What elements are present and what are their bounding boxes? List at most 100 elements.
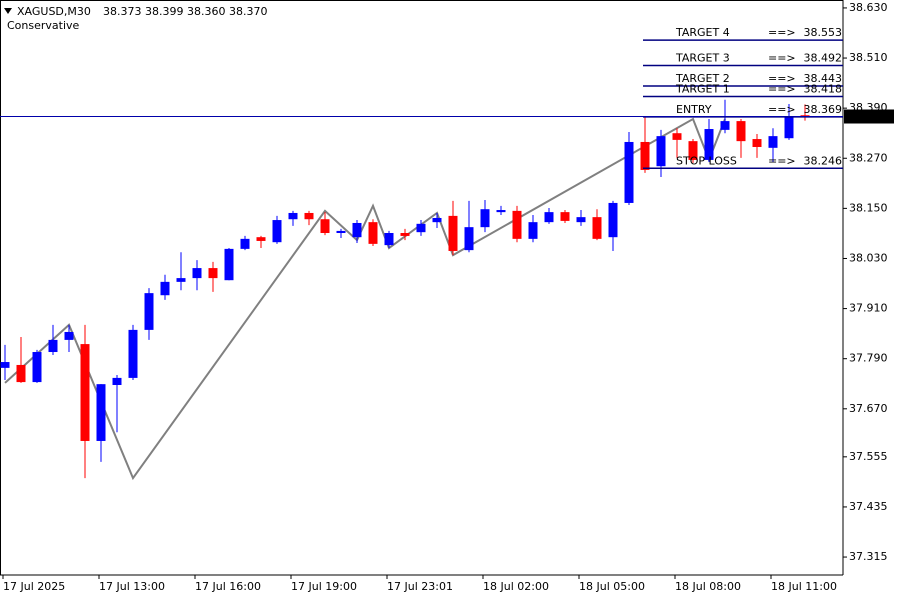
candle-body	[656, 136, 666, 167]
candle-body	[320, 219, 330, 234]
y-tick-label: 38.030	[849, 251, 888, 264]
candle-body	[240, 238, 250, 249]
candle-body	[288, 212, 298, 220]
level-name: TARGET 2	[675, 72, 730, 85]
low-label: 38.360	[187, 5, 226, 18]
candle-body	[576, 217, 586, 223]
candle-body	[784, 116, 794, 139]
candle-body	[480, 209, 490, 228]
candle-body	[560, 212, 570, 221]
candle-body	[48, 339, 58, 353]
candle-body	[128, 329, 138, 378]
candle-body	[336, 230, 346, 234]
candle-body	[752, 139, 762, 147]
candle-body	[0, 362, 10, 368]
candle-body	[272, 220, 282, 243]
x-tick-label: 18 Jul 05:00	[579, 580, 645, 593]
close-label: 38.370	[229, 5, 268, 18]
candle-body	[544, 212, 554, 223]
y-tick-label: 38.630	[849, 1, 888, 14]
high-label: 38.399	[145, 5, 184, 18]
candle-body	[256, 237, 266, 241]
candle-body	[384, 233, 394, 246]
y-tick-label: 37.670	[849, 402, 888, 415]
candle-body	[688, 141, 698, 160]
y-tick-label: 38.510	[849, 51, 888, 64]
candle-body	[608, 202, 618, 238]
y-tick-label: 37.790	[849, 352, 888, 365]
candle-body	[144, 293, 154, 330]
candle-body	[160, 281, 170, 296]
candle-body	[464, 227, 474, 251]
candle-body	[176, 278, 186, 282]
candle-body	[528, 222, 538, 239]
candle-body	[64, 331, 74, 340]
candle-body	[704, 129, 714, 160]
candle-body	[624, 141, 634, 203]
candle-body	[800, 115, 810, 117]
candle-body	[192, 268, 202, 279]
candle-body	[640, 141, 650, 170]
level-arrow: ==>	[768, 52, 796, 65]
y-tick-label: 37.555	[849, 450, 888, 463]
level-value: 38.553	[804, 26, 843, 39]
candle-body	[592, 217, 602, 239]
level-arrow: ==>	[768, 103, 796, 116]
candle-body	[208, 268, 218, 279]
symbol-menu-icon[interactable]	[4, 8, 12, 14]
x-tick-label: 17 Jul 13:00	[99, 580, 165, 593]
level-value: 38.492	[804, 52, 843, 65]
x-tick-label: 18 Jul 02:00	[483, 580, 549, 593]
candle-body	[736, 121, 746, 142]
x-tick-label: 17 Jul 2025	[3, 580, 65, 593]
level-arrow: ==>	[768, 154, 796, 167]
level-value: 38.418	[804, 82, 843, 95]
level-name: TARGET 4	[675, 26, 730, 39]
candle-body	[496, 210, 506, 213]
y-tick-label: 37.910	[849, 302, 888, 315]
level-name: ENTRY	[676, 103, 712, 116]
candle-body	[416, 223, 426, 233]
price-box	[844, 109, 894, 124]
open-label: 38.373	[103, 5, 142, 18]
candle-body	[112, 377, 122, 386]
candle-body	[512, 210, 522, 239]
indicator-name: Conservative	[7, 19, 80, 32]
candle-body	[448, 215, 458, 251]
candle-body	[224, 248, 234, 281]
y-tick-label: 38.270	[849, 151, 888, 164]
candle-body	[768, 136, 778, 148]
level-value: 38.246	[804, 154, 843, 167]
candle-body	[368, 222, 378, 244]
level-arrow: ==>	[768, 82, 796, 95]
y-tick-label: 37.315	[849, 550, 888, 563]
level-name: TARGET 3	[675, 52, 730, 65]
candle-body	[304, 212, 314, 220]
y-tick-label: 38.150	[849, 201, 888, 214]
candle-body	[96, 384, 106, 441]
level-value: 38.369	[804, 103, 843, 116]
zigzag-line	[4, 117, 726, 481]
y-tick-label: 37.435	[849, 500, 888, 513]
level-arrow: ==>	[768, 26, 796, 39]
candle-body	[16, 364, 26, 383]
level-name: TARGET 1	[675, 82, 730, 95]
x-tick-label: 17 Jul 19:00	[291, 580, 357, 593]
level-arrow: ==>	[768, 72, 796, 85]
candle-body	[32, 352, 42, 383]
x-tick-label: 18 Jul 08:00	[675, 580, 741, 593]
candle-body	[80, 344, 90, 441]
x-tick-label: 17 Jul 16:00	[195, 580, 261, 593]
candle-body	[672, 133, 682, 140]
x-tick-label: 18 Jul 11:00	[771, 580, 837, 593]
level-value: 38.443	[804, 72, 843, 85]
level-name: STOP LOSS	[676, 154, 737, 167]
candle-body	[352, 222, 362, 238]
symbol: XAGUSD,M30	[17, 5, 91, 18]
price-label: 38.370	[849, 110, 888, 123]
x-tick-label: 17 Jul 23:01	[387, 580, 453, 593]
candle-body	[400, 233, 410, 236]
